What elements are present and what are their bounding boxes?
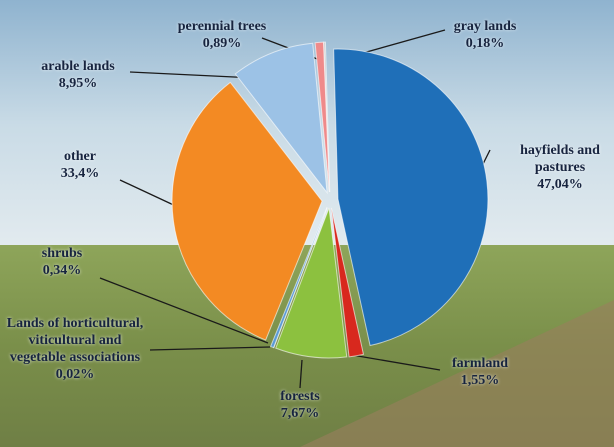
label-name: forests bbox=[280, 389, 320, 404]
slice-label: forests 7,67% bbox=[250, 388, 350, 422]
label-name: arable lands bbox=[41, 59, 115, 74]
label-value: 1,55% bbox=[460, 373, 500, 388]
pie bbox=[171, 41, 489, 359]
pie-slice bbox=[269, 207, 328, 349]
label-name: farmland bbox=[452, 356, 508, 371]
label-value: 0,18% bbox=[465, 36, 505, 51]
label-name: other bbox=[64, 149, 96, 164]
label-value: 0,89% bbox=[202, 36, 242, 51]
slice-label: shrubs 0,34% bbox=[22, 245, 102, 279]
slice-label: perennial trees 0,89% bbox=[167, 18, 277, 52]
label-value: 8,95% bbox=[58, 76, 98, 91]
pie-slice bbox=[234, 42, 328, 195]
label-name: shrubs bbox=[41, 246, 83, 261]
label-value: 47,04% bbox=[537, 177, 583, 192]
label-name: hayfields and pastures bbox=[520, 143, 600, 175]
label-name: gray lands bbox=[453, 19, 517, 34]
slice-label: other 33,4% bbox=[40, 148, 120, 182]
pie-slice bbox=[171, 81, 323, 341]
label-value: 33,4% bbox=[60, 166, 100, 181]
pie-slice bbox=[314, 41, 330, 193]
label-name: Lands of horticultural, viticultural and… bbox=[6, 316, 144, 365]
slice-label: gray lands 0,18% bbox=[430, 18, 540, 52]
pie-slice bbox=[275, 207, 348, 359]
slice-label: farmland 1,55% bbox=[425, 355, 535, 389]
label-value: 0,34% bbox=[42, 263, 82, 278]
label-name: perennial trees bbox=[177, 19, 267, 34]
label-value: 0,02% bbox=[55, 367, 95, 382]
soil bbox=[300, 300, 614, 447]
pie-slice bbox=[330, 207, 365, 358]
slice-label: Lands of horticultural, viticultural and… bbox=[0, 315, 150, 383]
pie-slice bbox=[333, 48, 489, 347]
slice-label: hayfields and pastures 47,04% bbox=[500, 142, 614, 193]
label-value: 7,67% bbox=[280, 406, 320, 421]
slice-label: arable lands 8,95% bbox=[23, 58, 133, 92]
